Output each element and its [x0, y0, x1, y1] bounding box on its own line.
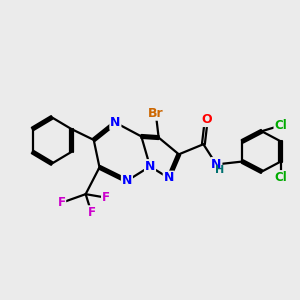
Text: N: N [145, 160, 155, 173]
Text: N: N [110, 116, 121, 129]
Text: Cl: Cl [274, 119, 287, 132]
Text: H: H [215, 165, 224, 175]
Text: F: F [57, 196, 65, 209]
Text: Br: Br [148, 107, 164, 120]
Text: N: N [164, 172, 174, 184]
Text: F: F [87, 206, 95, 219]
Text: O: O [201, 113, 211, 126]
Text: N: N [122, 174, 132, 188]
Text: Cl: Cl [274, 171, 287, 184]
Text: N: N [211, 158, 222, 171]
Text: F: F [102, 191, 110, 204]
